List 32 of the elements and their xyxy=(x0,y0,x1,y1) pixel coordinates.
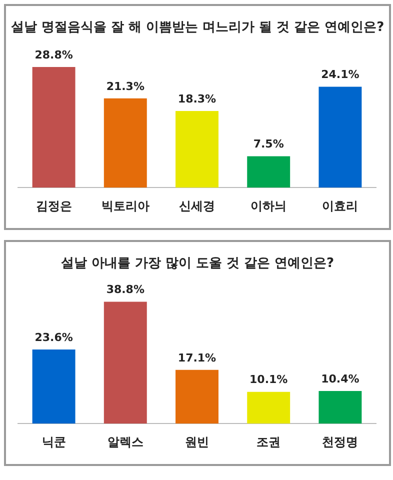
data-label: 17.1% xyxy=(178,351,216,364)
bar xyxy=(247,156,290,188)
chart-title: 설날 명절음식을 잘 해 이쁨받는 며느리가 될 것 같은 연예인은? xyxy=(10,19,386,37)
x-tick-label: 이하늬 xyxy=(250,198,287,213)
data-label: 28.8% xyxy=(34,48,73,62)
data-label: 23.6% xyxy=(34,330,73,344)
x-tick-label: 원빈 xyxy=(185,434,209,449)
data-label: 24.1% xyxy=(321,68,360,82)
data-label: 10.4% xyxy=(321,372,360,386)
data-label: 21.3% xyxy=(106,80,144,93)
bar xyxy=(176,110,218,188)
x-tick-label: 천정명 xyxy=(322,434,358,449)
data-label: 7.5% xyxy=(253,138,284,151)
bar xyxy=(318,86,362,188)
x-tick-label: 김정은 xyxy=(36,198,72,213)
bar xyxy=(32,67,76,188)
bar xyxy=(176,370,218,424)
chart-title: 설날 아내를 가장 많이 도울 것 같은 연예인은? xyxy=(60,255,336,273)
x-tick-label: 빅토리아 xyxy=(101,198,150,213)
x-tick-label: 신세경 xyxy=(179,198,215,213)
x-tick-label: 이효리 xyxy=(322,198,358,213)
bar xyxy=(318,390,362,424)
bar xyxy=(104,98,147,188)
data-label: 10.1% xyxy=(250,373,288,386)
bar xyxy=(247,392,290,424)
bar xyxy=(32,349,76,424)
data-label: 18.3% xyxy=(178,92,216,106)
x-tick-label: 조권 xyxy=(256,434,281,449)
x-tick-label: 알렉스 xyxy=(107,434,144,449)
data-label: 38.8% xyxy=(106,283,144,296)
x-tick-label: 닉쿤 xyxy=(42,434,66,449)
bar xyxy=(104,302,147,424)
